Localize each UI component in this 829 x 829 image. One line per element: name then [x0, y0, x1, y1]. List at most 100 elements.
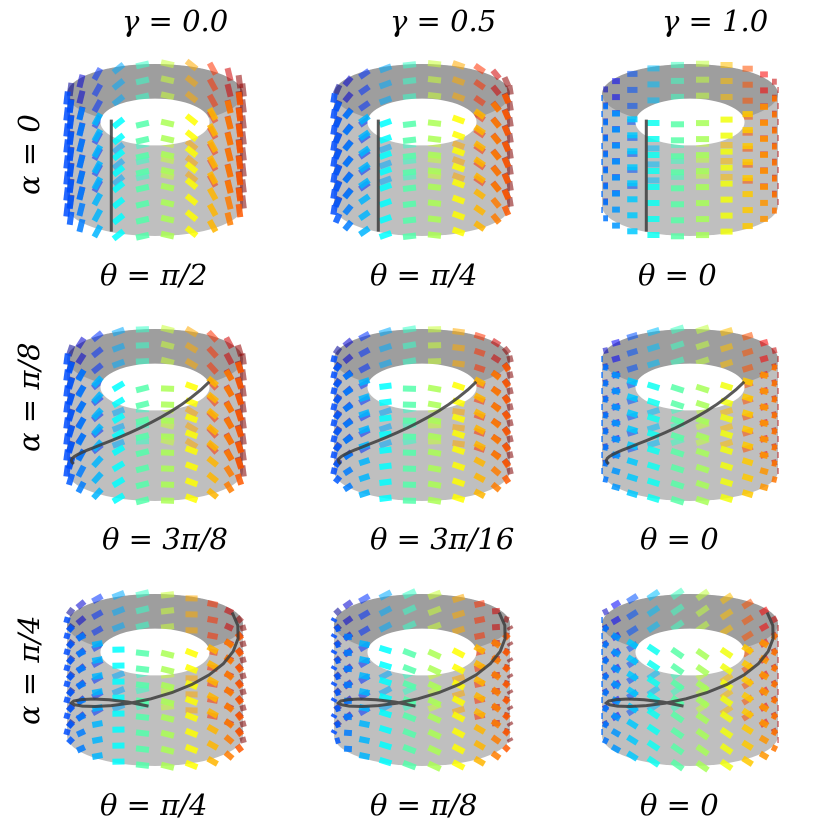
director-mark [160, 166, 175, 176]
director-mark [330, 435, 338, 443]
director-mark [427, 76, 442, 84]
director-mark [223, 606, 235, 616]
director-mark [334, 705, 341, 713]
director-mark [76, 154, 86, 169]
director-mark [427, 496, 442, 505]
director-mark [91, 455, 104, 469]
director-mark [223, 686, 235, 697]
director-mark [741, 441, 754, 451]
director-mark [741, 331, 754, 341]
director-mark [646, 707, 661, 720]
director-mark [451, 493, 466, 504]
director-mark [626, 686, 639, 698]
director-mark [343, 649, 353, 657]
director-mark [741, 739, 754, 751]
director-mark [332, 212, 343, 224]
director-mark [379, 382, 392, 390]
director-mark [741, 377, 754, 387]
director-mark [427, 151, 442, 159]
director-mark [402, 184, 417, 192]
director-mark [451, 695, 466, 707]
director-mark [473, 156, 486, 168]
director-mark [184, 129, 199, 142]
director-mark [741, 409, 754, 419]
director-mark [741, 363, 754, 373]
director-mark [184, 325, 199, 338]
director-mark [135, 665, 150, 673]
director-mark [66, 211, 75, 226]
director-mark [91, 752, 104, 760]
director-mark [646, 621, 661, 634]
director-mark [473, 631, 486, 640]
director-mark [184, 193, 199, 206]
director-mark [501, 394, 512, 405]
director-mark [239, 736, 247, 744]
director-mark [719, 407, 734, 417]
director-mark [332, 378, 343, 389]
director-mark [91, 160, 104, 175]
director-mark [501, 92, 512, 105]
director-mark [506, 721, 514, 727]
director-mark [695, 324, 710, 335]
director-mark [206, 723, 219, 735]
director-mark [206, 187, 219, 202]
director-mark [695, 744, 710, 757]
director-mark [506, 705, 514, 711]
director-mark [330, 467, 338, 475]
director-mark [379, 478, 392, 486]
director-mark [670, 646, 685, 660]
director-mark [473, 755, 486, 767]
director-mark [184, 461, 199, 472]
director-mark [770, 696, 779, 705]
director-mark [473, 456, 486, 467]
director-mark [76, 74, 86, 89]
director-mark [741, 457, 754, 467]
director-mark [76, 170, 86, 185]
director-mark [502, 743, 511, 753]
director-mark [224, 179, 234, 194]
director-mark [358, 100, 371, 112]
director-mark [506, 371, 514, 379]
director-mark [378, 676, 393, 687]
director-mark [378, 644, 393, 655]
director-mark [490, 148, 502, 161]
director-mark [490, 132, 502, 145]
director-mark [206, 439, 219, 452]
director-mark [234, 425, 245, 438]
director-mark [501, 378, 512, 389]
director-mark [330, 451, 338, 459]
helix-line [335, 611, 507, 709]
director-mark [741, 489, 754, 499]
director-mark [402, 232, 417, 240]
director-mark [379, 398, 392, 406]
director-mark [626, 718, 639, 730]
director-mark [76, 202, 86, 217]
director-mark [427, 183, 442, 191]
director-mark [135, 119, 150, 129]
director-mark [358, 457, 371, 467]
director-mark [741, 425, 754, 435]
director-mark [719, 624, 734, 637]
director-mark [402, 77, 417, 85]
director-mark [160, 155, 175, 165]
director-mark [330, 617, 338, 623]
director-mark [234, 377, 245, 390]
director-mark [206, 659, 219, 671]
director-mark [770, 744, 779, 753]
director-mark [135, 496, 150, 506]
director-mark [502, 727, 511, 737]
director-mark [646, 439, 661, 449]
director-mark [473, 63, 486, 75]
director-mark [75, 432, 87, 446]
director-mark [206, 675, 219, 687]
director-mark [451, 162, 466, 173]
director-mark [602, 347, 609, 355]
director-mark [506, 737, 514, 743]
director-mark [75, 599, 87, 610]
director-mark [65, 606, 76, 617]
director-mark [235, 171, 244, 186]
director-mark [695, 604, 710, 618]
director-mark [91, 407, 104, 421]
director-mark [75, 400, 87, 414]
director-mark [378, 708, 393, 719]
